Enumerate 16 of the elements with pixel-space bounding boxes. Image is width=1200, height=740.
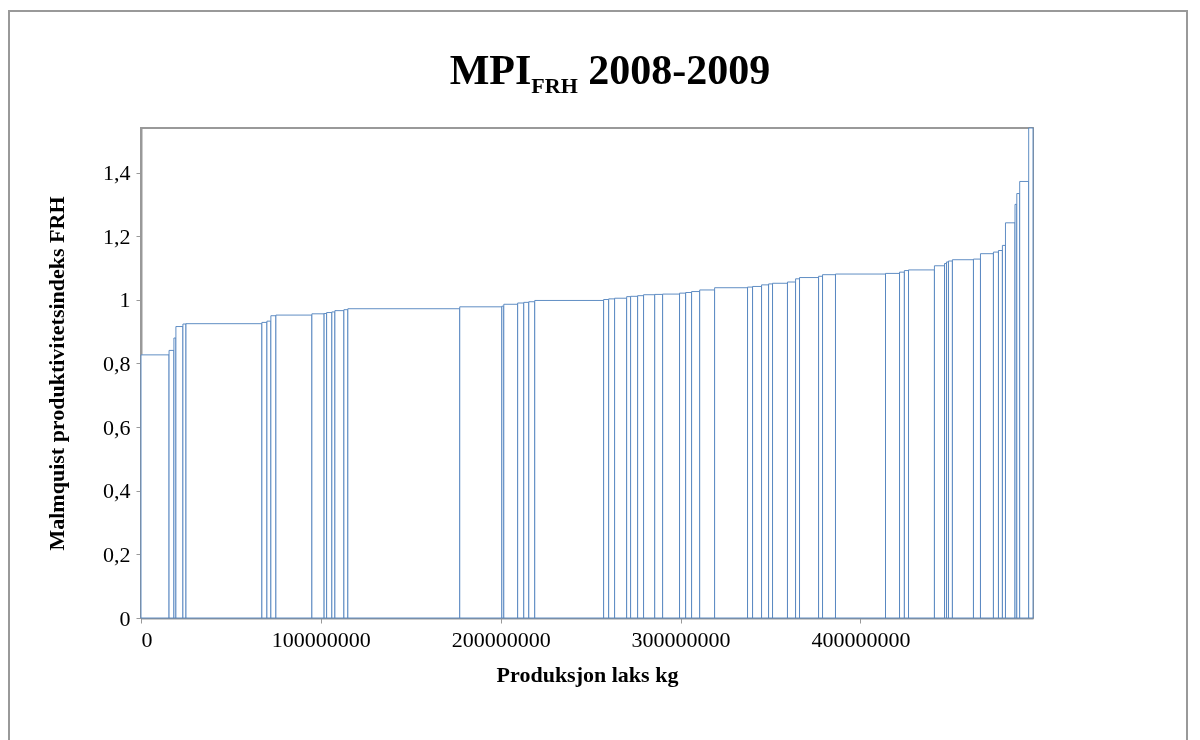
y-tick-label: 1 — [119, 287, 131, 313]
y-tick-label: 0,8 — [103, 350, 131, 376]
y-tick-label: 1,4 — [103, 160, 131, 186]
x-tick-label: 100000000 — [271, 626, 371, 652]
x-tick-label: 0 — [141, 626, 153, 652]
y-tick-label: 0,2 — [103, 541, 131, 567]
x-axis-title: Produksjon laks kg — [496, 661, 679, 687]
y-tick-label: 0,6 — [103, 414, 131, 440]
x-tick-label: 400000000 — [811, 626, 911, 652]
x-tick-label: 200000000 — [451, 626, 551, 652]
y-tick-label: 0 — [119, 605, 131, 631]
y-tick-label: 0,4 — [103, 478, 131, 504]
x-tick-label: 300000000 — [631, 626, 731, 652]
y-tick-label: 1,2 — [103, 223, 131, 249]
chart-title: MPI$_{FRH}$ 2008-2009 — [448, 46, 772, 100]
y-axis-title: Malmquist produktivitetsindeks FRH — [44, 196, 69, 551]
